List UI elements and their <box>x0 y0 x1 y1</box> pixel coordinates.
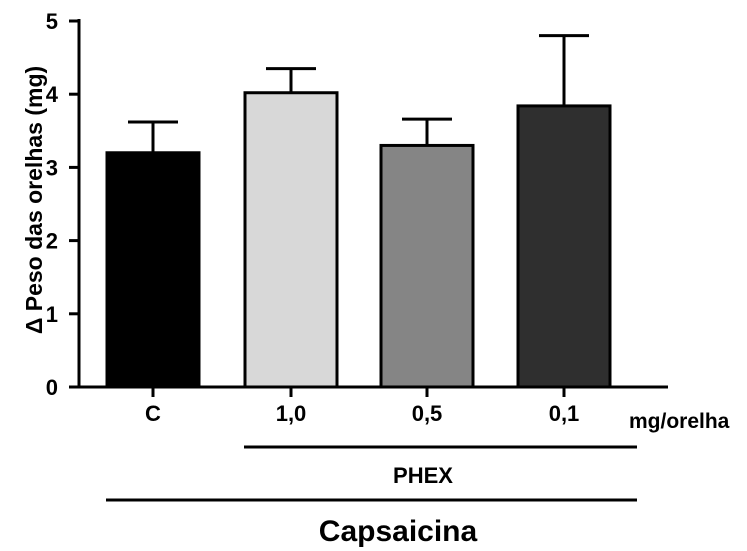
x-axis-tick-labels: C 1,0 0,5 0,1 <box>145 387 579 426</box>
capsaicina-group-label: Capsaicina <box>319 515 478 548</box>
x-tick-label: 1,0 <box>276 401 307 426</box>
error-bars-group <box>128 34 589 153</box>
bar-1 <box>105 151 201 389</box>
x-tick-label: C <box>145 401 161 426</box>
y-tick-label: 5 <box>46 9 58 34</box>
bar-4 <box>516 104 612 389</box>
y-axis-ticks: 0 1 2 3 4 5 <box>46 9 79 400</box>
y-tick-label: 0 <box>46 375 58 400</box>
y-tick-label: 1 <box>46 302 58 327</box>
bars-group <box>105 91 612 389</box>
unit-label: mg/orelha <box>629 410 730 433</box>
bar-3 <box>379 143 475 389</box>
y-tick-label: 2 <box>46 229 58 254</box>
y-axis-label: Δ Peso das orelhas (mg) <box>21 66 47 334</box>
bar-2 <box>243 91 339 389</box>
x-tick-label: 0,1 <box>549 401 580 426</box>
y-tick-label: 4 <box>46 82 59 107</box>
y-tick-label: 3 <box>46 155 58 180</box>
x-tick-label: 0,5 <box>412 401 443 426</box>
phex-group-label: PHEX <box>393 463 453 488</box>
